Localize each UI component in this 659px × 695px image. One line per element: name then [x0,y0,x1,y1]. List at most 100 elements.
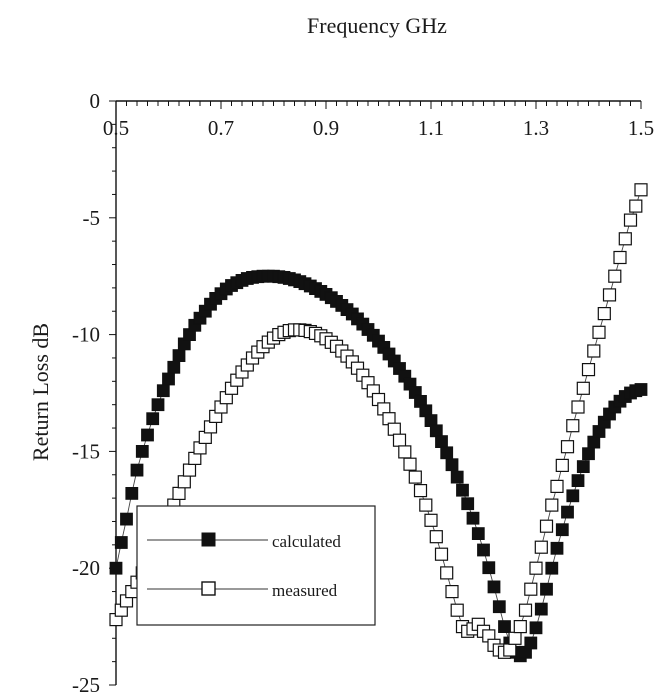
legend-label-measured: measured [272,581,338,600]
data-point-calculated [435,435,448,449]
data-point-calculated [167,360,181,374]
data-point-calculated [114,536,128,549]
data-point-measured [629,199,643,213]
data-point-calculated [456,483,469,497]
data-point-measured [608,269,622,283]
data-point-calculated [566,489,580,503]
y-tick-label: -20 [72,556,100,580]
data-point-measured [177,475,191,489]
series-calculated [109,269,648,663]
data-point-calculated [540,582,553,596]
data-point-calculated [524,636,538,650]
data-point-calculated [429,424,443,438]
data-point-calculated [529,621,543,635]
data-point-measured [529,561,543,575]
axes: 0.5 0.7 0.9 1.1 1.3 1.5 0 -5 -10 -15 -20 -25 [72,89,654,695]
data-point-calculated [545,561,559,575]
data-point-calculated [130,463,144,477]
legend-label-calculated: calculated [272,532,341,551]
data-point-measured [518,603,533,617]
legend-marker-measured [201,581,216,596]
data-point-calculated [498,620,511,633]
data-point-calculated [461,497,475,511]
data-point-measured [508,631,522,645]
data-point-calculated [141,428,154,442]
x-tick-label: 1.1 [418,116,444,140]
x-tick-label: 1.3 [523,116,549,140]
data-point-calculated [634,383,648,396]
data-point-measured [408,470,422,484]
data-point-calculated [125,486,139,500]
data-point-measured [555,458,569,472]
data-point-measured [440,566,454,580]
data-point-calculated [482,561,496,575]
x-tick-label: 1.5 [628,116,654,140]
data-point-calculated [471,527,485,540]
data-point-calculated [135,444,149,458]
data-point-calculated [162,372,175,386]
data-point-calculated [440,446,454,460]
data-point-measured [424,513,438,527]
data-point-calculated [492,600,506,614]
data-point-calculated [477,543,490,557]
data-point-measured [513,619,527,634]
data-point-measured [576,381,590,395]
data-point-measured [403,457,417,471]
data-point-calculated [466,511,480,525]
data-point-measured [587,344,601,358]
data-point-measured [550,479,564,493]
legend: calculated measured [136,505,376,626]
data-point-measured [503,643,517,657]
data-point-measured [571,400,585,414]
data-point-measured [445,584,459,599]
data-point-calculated [109,561,123,575]
data-point-measured [434,547,449,561]
legend-marker-calculated [201,532,216,547]
data-point-calculated [146,412,160,426]
data-point-calculated [120,512,133,526]
x-tick-label: 0.7 [208,116,234,140]
y-axis-title: Return Loss dB [28,323,53,461]
data-point-calculated [571,474,585,488]
data-point-measured [534,540,548,554]
data-point-calculated [450,470,464,484]
data-point-measured [592,325,606,339]
data-point-measured [613,250,627,265]
data-point-measured [581,363,596,377]
data-point-measured [539,519,554,533]
data-point-measured [634,183,648,197]
x-tick-label: 0.9 [313,116,339,140]
y-tick-label: 0 [90,89,101,113]
data-point-calculated [487,580,501,594]
y-tick-label: -15 [72,439,100,463]
data-point-measured [597,307,611,321]
y-tick-label: -5 [83,206,101,230]
y-tick-label: -25 [72,673,100,695]
data-point-measured [623,213,638,227]
data-point-measured [429,530,443,544]
data-point-calculated [561,505,574,519]
data-point-measured [172,486,186,500]
data-point-measured [560,440,575,454]
data-point-calculated [550,541,564,555]
data-point-measured [618,232,632,246]
data-point-measured [413,484,428,498]
data-point-calculated [555,523,569,537]
y-tick-label: -10 [72,323,100,347]
data-point-measured [392,433,407,447]
data-point-calculated [534,602,548,616]
data-point-calculated [172,349,186,363]
x-tick-label: 0.5 [103,116,129,140]
legend-box [136,505,376,626]
data-point-measured [545,498,559,512]
data-point-calculated [151,398,165,412]
data-point-measured [419,498,433,512]
data-point-measured [398,445,412,459]
data-point-calculated [582,447,595,461]
data-point-calculated [445,458,459,472]
series-layer [109,183,648,663]
data-point-measured [387,422,401,436]
data-point-calculated [156,384,170,398]
data-point-measured [524,582,538,596]
